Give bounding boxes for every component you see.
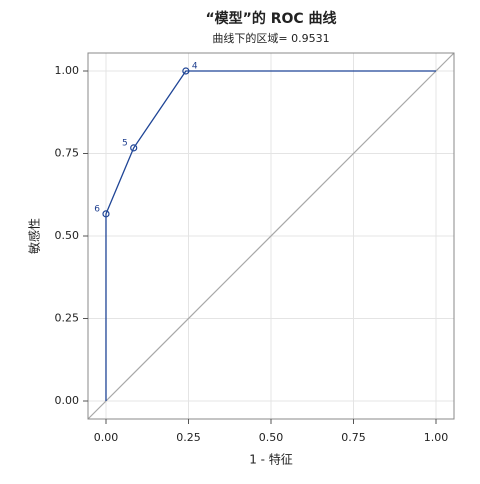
- x-axis-label: 1 - 特征: [249, 452, 293, 467]
- x-tick-label: 0.00: [94, 431, 119, 444]
- x-tick-label: 0.25: [176, 431, 201, 444]
- point-label: 4: [192, 61, 198, 71]
- y-tick-label: 1.00: [55, 64, 80, 77]
- reference-diagonal: [87, 52, 455, 420]
- roc-line: [105, 70, 437, 402]
- chart-subtitle: 曲线下的区域= 0.9531: [212, 31, 329, 45]
- x-tick-label: 1.00: [424, 431, 449, 444]
- point-label: 6: [94, 204, 100, 214]
- x-tick-label: 0.75: [341, 431, 366, 444]
- y-tick-label: 0.50: [55, 229, 80, 242]
- y-axis-label: 敏感性: [27, 218, 42, 254]
- point-marker: [130, 144, 138, 152]
- point-marker: [182, 67, 190, 75]
- point-marker: [102, 210, 110, 218]
- x-tick-label: 0.50: [259, 431, 284, 444]
- point-label: 5: [122, 138, 128, 148]
- y-tick-label: 0.25: [55, 312, 80, 325]
- y-tick-label: 0.75: [55, 146, 80, 159]
- chart-title: “模型”的 ROC 曲线: [205, 10, 336, 27]
- y-tick-label: 0.00: [55, 394, 80, 407]
